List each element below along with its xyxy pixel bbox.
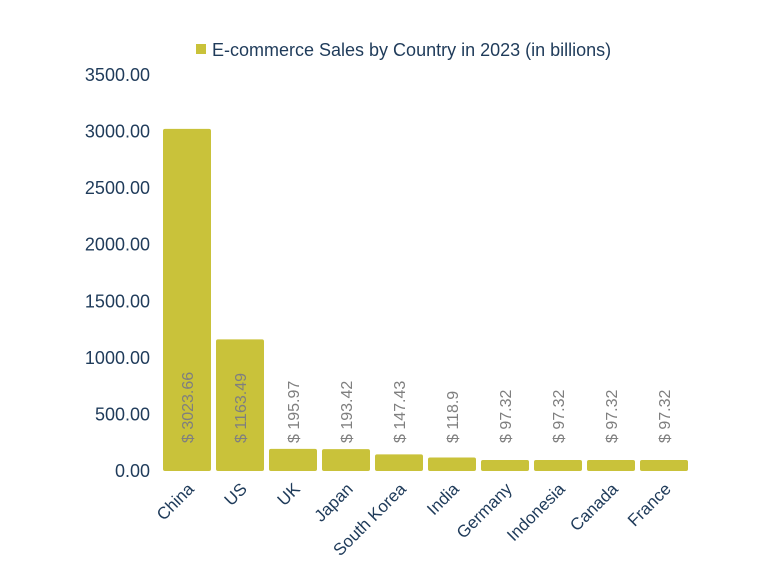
bar bbox=[481, 459, 529, 471]
y-tick-label: 3500.00 bbox=[85, 65, 150, 85]
legend-swatch bbox=[196, 44, 206, 54]
y-tick-label: 500.00 bbox=[95, 404, 150, 424]
bar bbox=[587, 459, 635, 471]
data-labels: $ 3023.66 $ 1163.49 $ 195.97 $ 193.42 $ 147.… bbox=[180, 372, 674, 443]
x-tick-label: Japan bbox=[311, 479, 357, 525]
bar bbox=[269, 448, 317, 471]
bar bbox=[216, 339, 264, 471]
y-tick-label: 2000.00 bbox=[85, 235, 150, 255]
bar bbox=[375, 454, 423, 471]
y-tick-label: 0.00 bbox=[115, 461, 150, 481]
bar bbox=[640, 459, 688, 471]
x-tick-label: India bbox=[423, 479, 463, 519]
bar-data-label: $ 97.32 bbox=[604, 390, 621, 443]
bar bbox=[534, 459, 582, 471]
bar bbox=[428, 457, 476, 471]
bar-data-label: $ 195.97 bbox=[286, 381, 303, 443]
bar-data-label: $ 97.32 bbox=[657, 390, 674, 443]
bar-data-label: $ 147.43 bbox=[392, 381, 409, 443]
bar-data-label: $ 97.32 bbox=[551, 390, 568, 443]
bar-data-label: $ 193.42 bbox=[339, 381, 356, 443]
bar-series bbox=[163, 128, 688, 471]
bar-data-label: $ 118.9 bbox=[445, 391, 462, 443]
x-tick-label: UK bbox=[274, 479, 305, 510]
chart-legend: E-commerce Sales by Country in 2023 (in … bbox=[196, 40, 611, 60]
y-tick-label: 2500.00 bbox=[85, 178, 150, 198]
x-tick-label: France bbox=[624, 479, 675, 530]
y-tick-label: 3000.00 bbox=[85, 122, 150, 142]
y-tick-label: 1500.00 bbox=[85, 291, 150, 311]
x-tick-label: China bbox=[153, 479, 198, 524]
x-tick-label: US bbox=[221, 479, 251, 509]
bar-data-label: $ 3023.66 bbox=[180, 372, 197, 443]
legend-label: E-commerce Sales by Country in 2023 (in … bbox=[212, 40, 611, 60]
bar-data-label: $ 97.32 bbox=[498, 390, 515, 443]
bar bbox=[322, 449, 370, 471]
y-tick-label: 1000.00 bbox=[85, 348, 150, 368]
y-axis: 0.00 500.00 1000.00 1500.00 2000.00 2500.00 30… bbox=[85, 65, 150, 481]
x-tick-label: Canada bbox=[566, 479, 622, 535]
bar bbox=[163, 128, 211, 471]
bar-data-label: $ 1163.49 bbox=[233, 373, 250, 443]
x-tick-label: Indonesia bbox=[503, 479, 569, 545]
